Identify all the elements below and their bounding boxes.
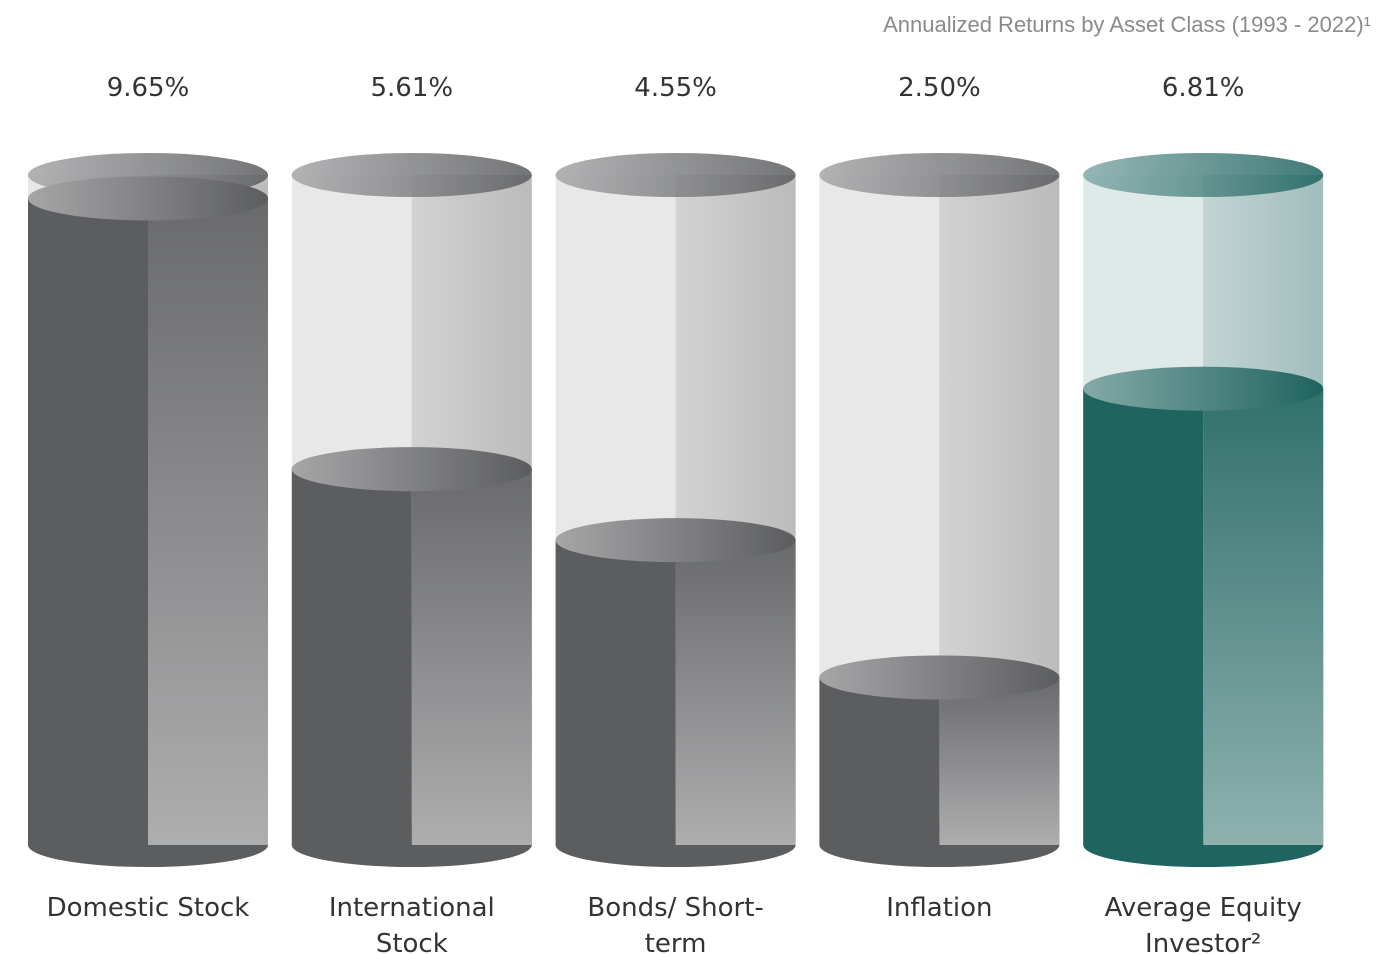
category-label: Average Equity Investor² xyxy=(1104,893,1302,955)
cylinder-fill xyxy=(1083,366,1324,867)
fill-left xyxy=(28,198,148,845)
fill-bottom-right xyxy=(819,823,1059,867)
fill-left xyxy=(1083,388,1204,845)
value-label: 4.55% xyxy=(634,73,717,103)
cylinder-fill xyxy=(28,176,268,867)
cylinder-top-shine xyxy=(555,153,796,197)
cylinder-top-shine xyxy=(819,153,1060,197)
cylinder-top-shine xyxy=(291,153,532,197)
cylinder-fill xyxy=(555,518,796,867)
fill-right-shade xyxy=(148,198,268,845)
category-label: Inflation xyxy=(886,893,993,923)
category-label: International Stock xyxy=(328,893,495,955)
cylinder-fill xyxy=(291,447,532,867)
fill-right-shade xyxy=(675,540,796,845)
fill-bottom-right xyxy=(1083,823,1323,867)
cylinder-fill xyxy=(819,655,1060,867)
fill-right-shade xyxy=(1203,388,1324,845)
fill-left xyxy=(291,469,412,845)
fill-top-shine xyxy=(291,447,532,492)
fill-top-shine xyxy=(28,176,268,221)
chart-title: Annualized Returns by Asset Class (1993 … xyxy=(883,12,1371,37)
fill-bottom-right xyxy=(292,823,532,867)
value-label: 6.81% xyxy=(1162,73,1245,103)
value-label: 2.50% xyxy=(898,73,981,103)
fill-bottom-right xyxy=(556,823,796,867)
fill-top-shine xyxy=(555,518,796,563)
category-label: Domestic Stock xyxy=(46,893,250,923)
value-label: 5.61% xyxy=(370,73,453,103)
fill-top-shine xyxy=(819,655,1060,700)
category-label: Bonds/ Short-term xyxy=(587,893,764,955)
fill-top-shine xyxy=(1083,366,1324,411)
fill-bottom-right xyxy=(28,823,268,867)
fill-left xyxy=(819,677,940,845)
fill-left xyxy=(555,540,676,845)
fill-right-shade xyxy=(939,677,1060,845)
fill-right-shade xyxy=(411,469,532,845)
cylinder-top-shine xyxy=(1083,153,1324,197)
value-label: 9.65% xyxy=(107,73,190,103)
